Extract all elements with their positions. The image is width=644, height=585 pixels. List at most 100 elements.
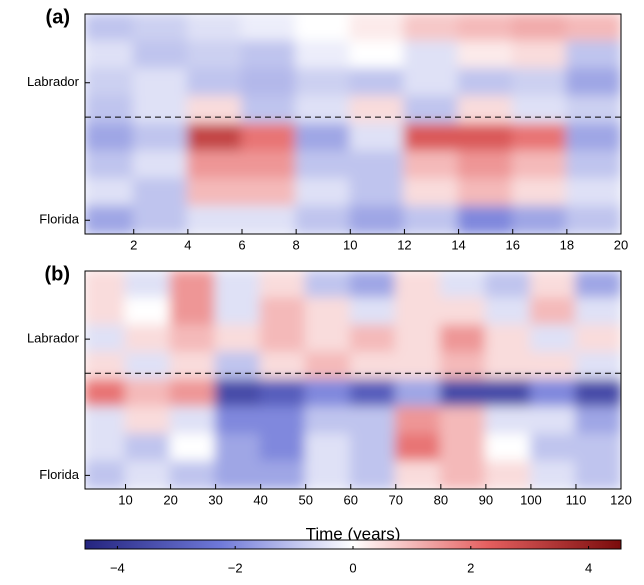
heatmap-cell xyxy=(349,14,406,43)
heatmap-cell xyxy=(484,460,532,489)
heatmap-cell xyxy=(295,205,352,234)
heatmap-cell xyxy=(394,297,442,327)
x-tick-label: 18 xyxy=(560,237,574,252)
heatmap-cell xyxy=(186,95,244,125)
heatmap-cell xyxy=(565,95,621,125)
heatmap-cell xyxy=(214,379,262,409)
heatmap-cell xyxy=(349,351,397,381)
heatmap-cell xyxy=(457,40,514,70)
heatmap-cell xyxy=(349,297,397,327)
x-tick-label: 10 xyxy=(343,237,357,252)
heatmap-cell xyxy=(457,68,514,98)
heatmap-cell xyxy=(259,406,307,436)
heatmap-cell xyxy=(565,14,621,43)
heatmap-cell xyxy=(484,379,532,409)
heatmap-cell xyxy=(565,40,621,70)
heatmap-cell xyxy=(186,14,244,43)
heatmap-cell xyxy=(124,406,172,436)
x-tick-label: 110 xyxy=(566,492,587,507)
heatmap-cell xyxy=(349,324,397,354)
x-tick-label: 16 xyxy=(505,237,519,252)
x-tick-label: 120 xyxy=(610,492,632,507)
heatmap-cell xyxy=(394,324,442,354)
colorbar-tick-label: 4 xyxy=(585,560,592,575)
x-tick-label: 20 xyxy=(614,237,628,252)
heatmap-cell xyxy=(259,297,307,327)
heatmap-cell xyxy=(439,324,487,354)
heatmap-cell xyxy=(295,150,352,180)
heatmap-cell xyxy=(394,460,442,489)
heatmap-cell xyxy=(85,324,127,354)
heatmap-cell xyxy=(457,95,514,125)
heatmap-cell xyxy=(169,271,217,300)
heatmap-cell xyxy=(124,351,172,381)
heatmap-cell xyxy=(565,68,621,98)
x-tick-label: 6 xyxy=(238,237,245,252)
heatmap-cell xyxy=(85,95,135,125)
x-tick-label: 50 xyxy=(298,492,312,507)
heatmap-cell xyxy=(349,178,406,208)
heatmap-cell xyxy=(295,68,352,98)
heatmap-cell xyxy=(132,205,189,234)
heatmap-cell xyxy=(214,271,262,300)
heatmap-cell xyxy=(124,379,172,409)
heatmap-cell xyxy=(574,351,621,381)
heatmap-cell xyxy=(259,351,307,381)
heatmap-cell xyxy=(169,324,217,354)
heatmap-cell xyxy=(394,406,442,436)
heatmap-cell xyxy=(403,40,460,70)
heatmap-cell xyxy=(241,178,298,208)
y-tick-label: Florida xyxy=(39,212,80,227)
heatmap-cell xyxy=(304,379,352,409)
heatmap-cell xyxy=(295,95,352,125)
x-tick-label: 40 xyxy=(253,492,267,507)
y-tick-label: Labrador xyxy=(27,331,80,346)
heatmap-cell xyxy=(132,68,189,98)
colorbar-tick-label: −4 xyxy=(110,560,125,575)
heatmap-cell xyxy=(186,123,244,153)
y-tick-label: Labrador xyxy=(27,74,80,89)
heatmap-cell xyxy=(85,460,127,489)
heatmap-cell xyxy=(85,297,127,327)
x-tick-label: 8 xyxy=(293,237,300,252)
heatmap-cell xyxy=(574,406,621,436)
heatmap-cell xyxy=(457,150,514,180)
heatmap-cell xyxy=(403,150,460,180)
heatmap-cell xyxy=(124,297,172,327)
heatmap-cell xyxy=(439,351,487,381)
heatmap-cell xyxy=(85,205,135,234)
heatmap-cell xyxy=(574,297,621,327)
heatmap-cell xyxy=(259,271,307,300)
heatmap-cell xyxy=(484,297,532,327)
x-axis-label: Time (years) xyxy=(306,524,401,543)
heatmap-cell xyxy=(295,14,352,43)
colorbar-tick-label: 0 xyxy=(349,560,356,575)
heatmap-cell xyxy=(304,271,352,300)
x-tick-label: 2 xyxy=(130,237,137,252)
heatmap-blur xyxy=(85,271,621,489)
plot-frame xyxy=(84,270,622,490)
heatmap-cell xyxy=(511,40,568,70)
x-tick-label: 10 xyxy=(118,492,132,507)
heatmap-cell xyxy=(529,324,577,354)
heatmap-cell xyxy=(511,150,568,180)
heatmap-cell xyxy=(349,271,397,300)
heatmap-cell xyxy=(85,406,127,436)
heatmap-cell xyxy=(511,14,568,43)
heatmap-cell xyxy=(349,433,397,463)
x-tick-label: 70 xyxy=(389,492,403,507)
heatmap-cell xyxy=(214,351,262,381)
heatmap-cell xyxy=(132,123,189,153)
heatmap-cell xyxy=(85,68,135,98)
heatmap-cell xyxy=(85,379,127,409)
heatmap-cell xyxy=(214,433,262,463)
heatmap-cell xyxy=(565,123,621,153)
heatmap-cell xyxy=(529,271,577,300)
heatmap-cell xyxy=(241,205,298,234)
heatmap-cell xyxy=(484,351,532,381)
heatmap-cell xyxy=(457,205,514,234)
heatmap-cell xyxy=(259,379,307,409)
heatmap-cell xyxy=(304,297,352,327)
x-tick-label: 80 xyxy=(434,492,448,507)
heatmap-cell xyxy=(132,40,189,70)
